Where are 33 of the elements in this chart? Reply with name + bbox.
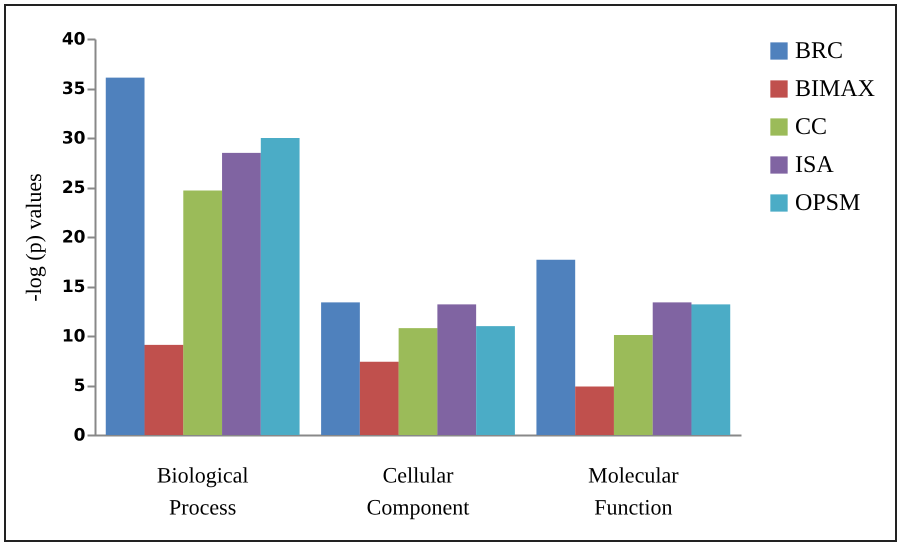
y-tick-label: 25: [62, 178, 86, 198]
bar: [183, 190, 222, 435]
legend-label: BRC: [795, 38, 844, 64]
legend-label: ISA: [795, 152, 834, 178]
y-tick-label: 30: [62, 128, 86, 148]
bar: [476, 326, 515, 435]
legend-label: OPSM: [795, 190, 860, 216]
y-tick-label: 20: [62, 228, 86, 248]
bar: [222, 152, 261, 435]
bar: [437, 304, 476, 435]
bar: [144, 344, 184, 435]
bar: [398, 328, 438, 435]
y-tick-label: 15: [62, 277, 86, 297]
x-tick-label: Molecular Function: [588, 462, 680, 520]
x-tick-label: Biological Process: [156, 462, 248, 520]
bar: [652, 302, 692, 435]
bar: [360, 362, 399, 435]
y-tick-label: 0: [74, 426, 86, 446]
bar: [614, 335, 653, 435]
y-tick-label: 10: [62, 326, 86, 346]
x-tick-label: Cellular Component: [366, 462, 470, 520]
legend-label: CC: [795, 114, 828, 140]
bar: [321, 302, 360, 435]
y-tick-label: 5: [74, 376, 86, 396]
bar: [575, 386, 614, 435]
y-axis-title: -log (p) values: [20, 173, 46, 302]
bar: [106, 78, 145, 435]
y-tick-label: 35: [62, 79, 86, 99]
y-tick-label: 40: [62, 30, 86, 50]
bar: [536, 260, 576, 435]
legend-label: BIMAX: [795, 76, 876, 102]
bar: [260, 138, 300, 435]
bar: [691, 304, 730, 435]
